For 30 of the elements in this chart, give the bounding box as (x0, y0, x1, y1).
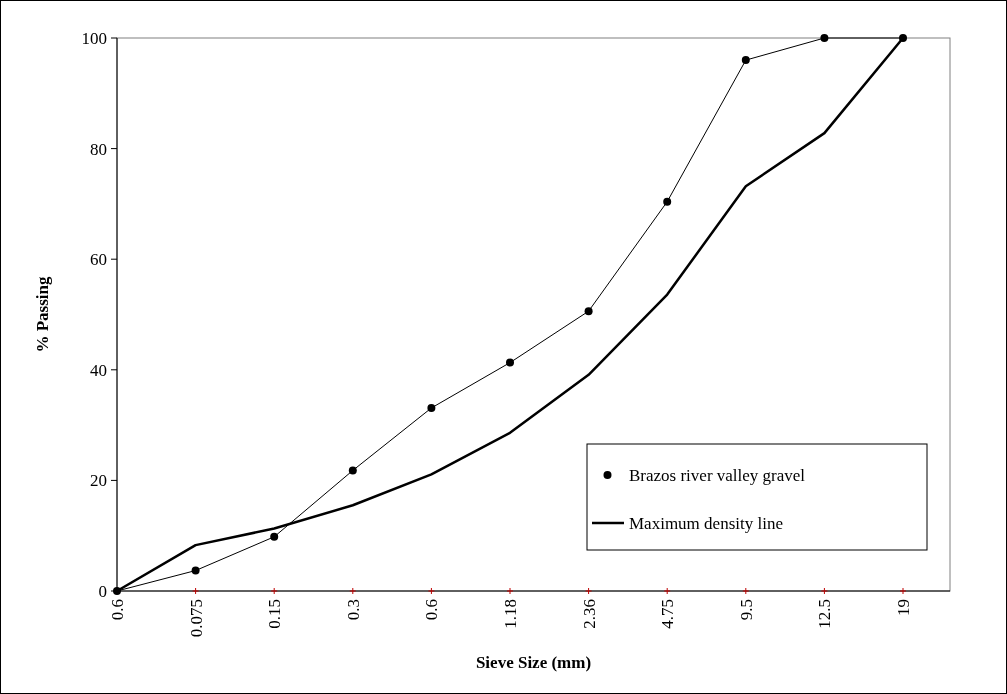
y-tick-label: 60 (90, 250, 107, 270)
x-tick-label: 4.75 (658, 599, 678, 629)
point (584, 307, 593, 316)
legend-label: Maximum density line (629, 513, 783, 533)
x-tick-label: 0.075 (186, 599, 206, 638)
point (820, 34, 829, 42)
x-axis-title: Sieve Size (mm) (475, 653, 592, 672)
legend-label: Brazos river valley gravel (629, 465, 806, 485)
x-tick-label: 9.5 (736, 599, 756, 621)
point (191, 566, 200, 575)
point (506, 358, 514, 367)
point (270, 532, 279, 541)
x-tick-label: 0.6 (422, 599, 442, 621)
x-tick-label: 1.18 (500, 599, 520, 629)
y-tick-label: 20 (90, 471, 107, 491)
point (663, 197, 672, 206)
x-tick-label: 0.15 (265, 599, 285, 629)
x-tick-label: 12.5 (815, 599, 835, 629)
point (348, 466, 357, 475)
x-tick-label: 0.3 (343, 599, 363, 621)
point (427, 403, 436, 412)
x-tick-label: 2.36 (579, 599, 599, 629)
y-tick-label: 0 (98, 581, 107, 601)
y-tick-label: 80 (90, 139, 107, 159)
y-tick-label: 100 (81, 28, 107, 48)
point (741, 56, 750, 65)
x-tick-label: 0.6 (107, 599, 127, 621)
y-axis-title: % Passing (33, 275, 52, 353)
y-tick-label: 40 (90, 360, 107, 380)
x-tick-label: 19 (893, 599, 913, 616)
